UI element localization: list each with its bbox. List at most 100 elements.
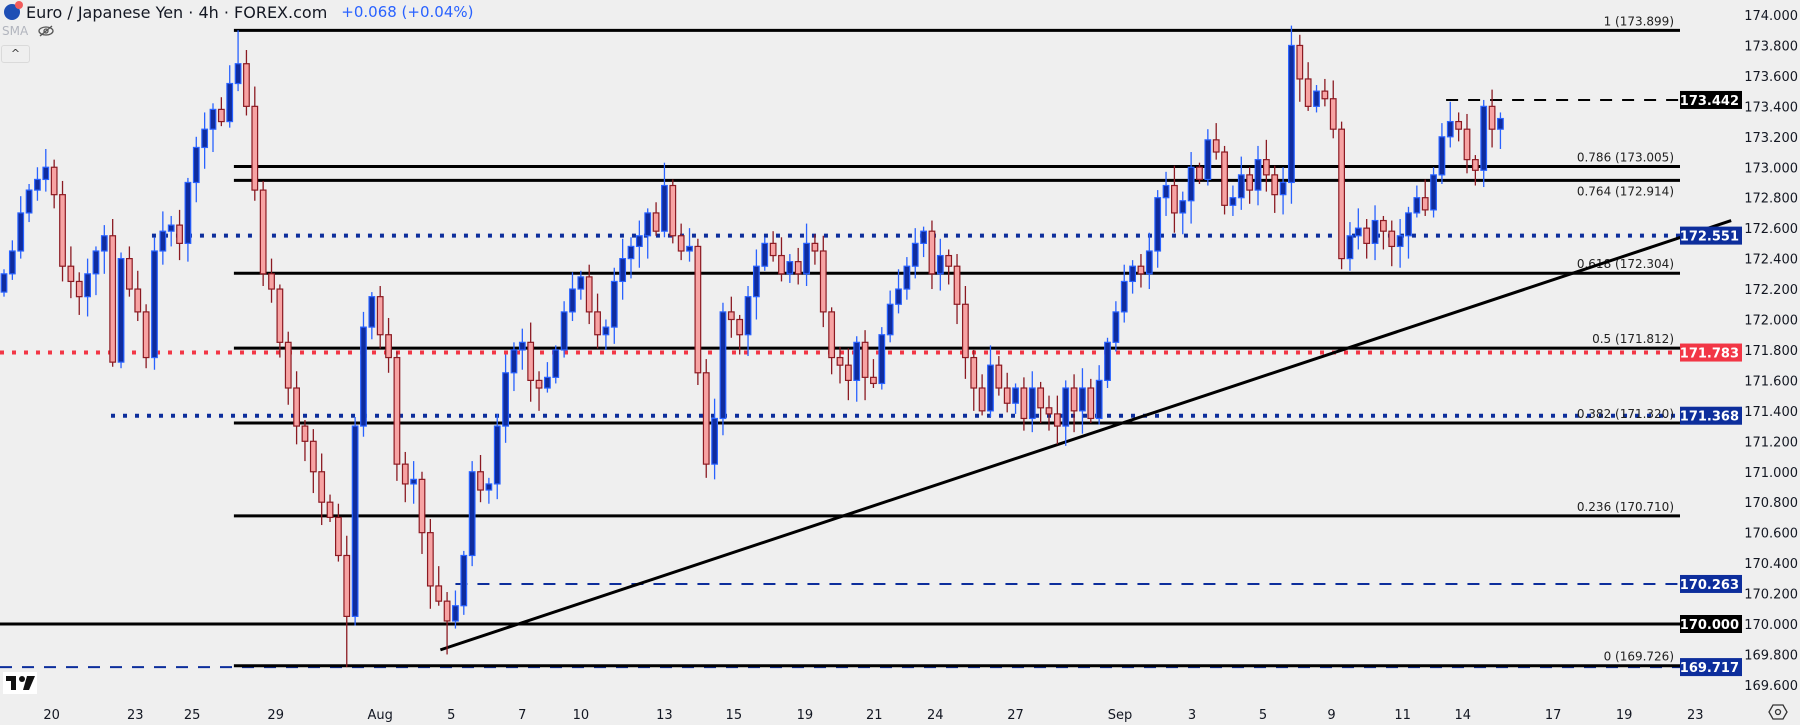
candle: [1405, 206, 1412, 259]
candle: [1012, 383, 1019, 414]
price-tick-label: 173.000: [1744, 161, 1798, 176]
candle-body: [159, 230, 167, 252]
candle: [351, 416, 359, 626]
candle-body: [1187, 166, 1195, 202]
candle: [184, 177, 192, 262]
price-tick-label: 172.200: [1744, 283, 1798, 298]
candle: [635, 220, 643, 268]
candle: [251, 86, 259, 201]
candle: [259, 180, 267, 287]
candle-body: [510, 349, 518, 374]
tradingview-logo-icon[interactable]: [3, 672, 37, 694]
symbol-title[interactable]: Euro / Japanese Yen · 4h · FOREX.com: [26, 2, 328, 22]
candle: [243, 50, 250, 116]
candle-body: [727, 311, 735, 321]
eye-off-icon[interactable]: [38, 25, 54, 37]
candle-body: [42, 166, 50, 181]
candle-body: [1279, 181, 1287, 196]
candle: [401, 451, 409, 503]
candle: [702, 359, 710, 478]
candle-body: [142, 311, 150, 359]
candle-body: [284, 341, 292, 389]
candle: [1162, 171, 1170, 216]
fib-0382-label: 0.382 (171.320): [1577, 407, 1674, 421]
candle-body: [702, 372, 710, 465]
price-tick-label: 169.600: [1744, 679, 1798, 694]
level-169717-price-tag: [1680, 658, 1742, 677]
candle-body: [17, 212, 25, 252]
candle-body: [385, 334, 392, 359]
candle-body: [8, 250, 16, 275]
time-tick-label: 5: [1259, 708, 1267, 723]
fib-0-label: 0 (169.726): [1604, 650, 1674, 664]
candle: [460, 550, 468, 615]
candle: [786, 254, 794, 283]
collapse-legend-button[interactable]: ^: [1, 45, 30, 63]
candle: [686, 228, 693, 262]
candle: [694, 238, 702, 385]
candle: [493, 413, 501, 500]
candle: [1145, 232, 1153, 290]
candle-body: [1129, 265, 1137, 283]
candle: [627, 237, 635, 279]
candle-body: [1212, 139, 1220, 153]
price-tick-label: 172.000: [1744, 314, 1798, 329]
candle: [811, 234, 819, 265]
candle-body: [853, 341, 861, 381]
candle: [468, 461, 476, 567]
candle: [819, 235, 827, 328]
candle-body: [1430, 174, 1437, 211]
candle: [1480, 99, 1488, 188]
candle: [752, 249, 760, 320]
candle-body: [970, 356, 978, 389]
candle: [1087, 378, 1095, 424]
candle-body: [635, 235, 643, 248]
candle-body: [1313, 90, 1320, 107]
candle: [711, 398, 718, 480]
candle-body: [1028, 387, 1036, 420]
candle: [376, 286, 384, 349]
resistance-173442-price-tag: [1680, 90, 1742, 109]
candle-body: [844, 364, 852, 381]
candle-body: [477, 471, 484, 491]
candle: [443, 592, 451, 655]
level-171783-price-tag-label: 171.783: [1680, 347, 1739, 362]
candle: [552, 345, 560, 384]
candle-body: [502, 372, 509, 427]
candle-body: [1371, 219, 1379, 244]
candle-body: [794, 261, 802, 275]
candle-body: [1438, 136, 1446, 176]
candle-body: [1104, 341, 1111, 381]
candle-body: [1446, 120, 1454, 138]
sma-label[interactable]: SMA: [2, 24, 29, 38]
candle: [1229, 185, 1237, 216]
candle: [335, 503, 342, 562]
price-tick-label: 173.600: [1744, 70, 1798, 85]
candle-body: [276, 288, 284, 343]
price-tick-label: 171.200: [1744, 435, 1798, 450]
candle-body: [1162, 184, 1170, 199]
candle: [928, 220, 936, 290]
candle: [828, 307, 836, 375]
candle-body: [1363, 227, 1371, 244]
candle: [318, 453, 326, 526]
candle: [995, 356, 1003, 396]
time-tick-label: 14: [1455, 708, 1472, 723]
candle: [1421, 179, 1429, 216]
candle-body: [368, 296, 376, 328]
candle: [1354, 208, 1362, 250]
candle-body: [25, 189, 33, 214]
candle: [543, 362, 551, 393]
settings-icon[interactable]: [1768, 703, 1788, 721]
time-tick-label: 10: [573, 708, 590, 723]
candle: [1137, 254, 1145, 288]
candle: [903, 257, 911, 300]
candle-body: [184, 181, 192, 244]
candle: [1196, 162, 1203, 184]
sma-indicator[interactable]: SMA: [2, 24, 54, 38]
candle: [1288, 25, 1295, 204]
candle-body: [928, 230, 936, 275]
price-tick-label: 173.800: [1744, 39, 1798, 54]
price-tick-label: 173.200: [1744, 131, 1798, 146]
